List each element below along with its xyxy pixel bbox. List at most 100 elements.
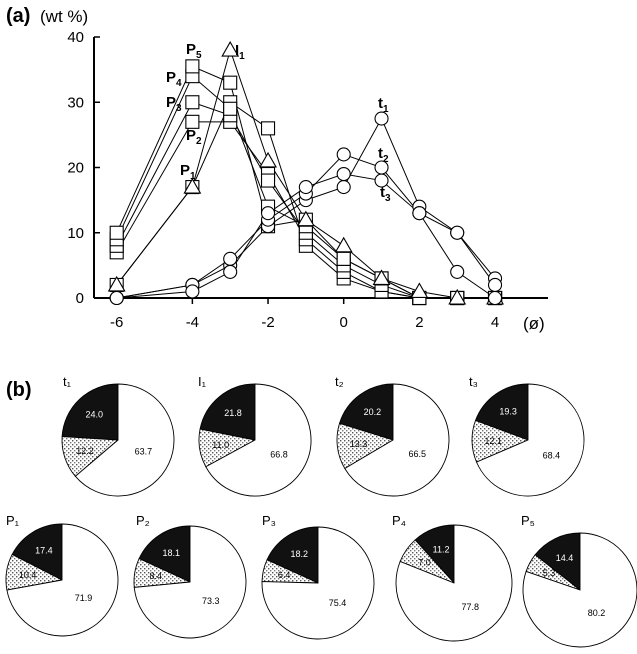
x-tick-label: 2 bbox=[415, 314, 423, 331]
y-unit-label: (wt %) bbox=[40, 7, 88, 26]
series-label-t2: t2 bbox=[378, 145, 389, 165]
data-point-t1 bbox=[336, 180, 351, 195]
series-t1 bbox=[116, 117, 496, 299]
data-point-P3 bbox=[260, 173, 276, 188]
series-t3 bbox=[116, 173, 496, 299]
pie-title: P₅ bbox=[521, 513, 535, 528]
pie-charts: 24.0 12.2 63.7 t₁ 21.8 11.0 66.8 I₁ 20.2 13.3 66.5… bbox=[5, 374, 637, 648]
data-point-t2 bbox=[450, 225, 465, 240]
series-label-P2: P2 bbox=[186, 127, 202, 147]
data-point-t3 bbox=[374, 173, 389, 188]
x-tick-label: 4 bbox=[491, 314, 499, 331]
pie-slice-label: 11.0 bbox=[212, 440, 229, 450]
data-point-t2 bbox=[336, 147, 351, 162]
pie-slice bbox=[474, 383, 529, 441]
pie-chart: 14.45.3 80.2 P₅ bbox=[521, 513, 637, 648]
line-chart-series bbox=[107, 40, 504, 306]
pie-slice-label: 80.2 bbox=[588, 608, 606, 618]
data-point-P5 bbox=[336, 251, 351, 266]
y-tick-label: 40 bbox=[67, 29, 84, 46]
series-markers-t1 bbox=[109, 111, 503, 306]
pie-slice-label: 10.4 bbox=[19, 570, 37, 580]
y-tick-label: 0 bbox=[76, 290, 84, 307]
data-point-P5 bbox=[185, 59, 200, 74]
series-label-I1: I1 bbox=[235, 42, 245, 62]
pie-slice-label: 71.9 bbox=[75, 593, 93, 603]
series-line-t3 bbox=[116, 173, 496, 299]
data-point-t3 bbox=[336, 166, 351, 182]
data-point-t3 bbox=[223, 264, 238, 279]
pie-slice-label: 77.8 bbox=[462, 602, 480, 612]
pie-chart: 20.2 13.3 66.5 t₂ bbox=[335, 374, 450, 497]
pie-chart: 18.2 6.4 75.4 P₃ bbox=[261, 513, 375, 640]
series-label-P3: P3 bbox=[166, 94, 182, 114]
pie-slice-label: 5.3 bbox=[543, 568, 556, 578]
x-tick-label: 0 bbox=[340, 314, 348, 331]
pie-title: t₃ bbox=[469, 374, 478, 389]
pie-slice bbox=[395, 524, 513, 642]
pie-slice-label: 66.5 bbox=[409, 449, 427, 459]
pie-chart: 11.27.0 77.8 P₄ bbox=[392, 513, 513, 642]
pie-slice bbox=[133, 525, 247, 639]
data-point-t3 bbox=[298, 180, 313, 195]
pie-slice bbox=[205, 383, 312, 497]
pie-slice-label: 19.3 bbox=[499, 406, 517, 416]
data-point-I1 bbox=[448, 288, 467, 305]
data-point-P4 bbox=[223, 101, 238, 116]
data-point-I1 bbox=[296, 210, 315, 227]
pie-slice-label: 6.4 bbox=[278, 570, 291, 580]
series-P5 bbox=[116, 65, 496, 299]
data-point-I1 bbox=[259, 151, 277, 168]
data-point-I1 bbox=[372, 269, 391, 285]
pie-slice-label: 12.1 bbox=[485, 436, 503, 446]
pie-chart: 19.3 12.1 68.4 t₃ bbox=[469, 374, 585, 497]
pie-slice bbox=[522, 532, 637, 648]
panel-b-label: (b) bbox=[6, 379, 32, 401]
pie-chart: 24.0 12.2 63.7 t₁ bbox=[61, 374, 175, 497]
data-point-P2 bbox=[185, 114, 200, 129]
pie-slice-label: 14.4 bbox=[556, 553, 574, 563]
data-point-P1 bbox=[260, 121, 276, 136]
pie-slice bbox=[199, 383, 256, 441]
data-point-t3 bbox=[412, 206, 427, 221]
pie-title: t₂ bbox=[335, 374, 344, 389]
pie-slice-label: 17.4 bbox=[35, 545, 53, 555]
pie-slice bbox=[475, 383, 585, 497]
y-tick-label: 30 bbox=[67, 94, 84, 111]
data-point-t1 bbox=[374, 111, 389, 126]
pie-slice bbox=[6, 523, 119, 637]
data-point-t3 bbox=[450, 264, 465, 279]
data-point-I1 bbox=[221, 40, 240, 57]
pie-slice-label: 12.2 bbox=[76, 446, 94, 456]
pie-slice-label: 20.2 bbox=[364, 407, 382, 417]
pie-slice-label: 24.0 bbox=[85, 410, 103, 420]
data-point-I1 bbox=[410, 282, 429, 299]
series-line-t1 bbox=[116, 117, 496, 299]
pie-title: P₃ bbox=[262, 513, 276, 528]
data-point-t3 bbox=[185, 284, 200, 299]
pie-slice bbox=[344, 383, 450, 497]
panel-a-label: (a) bbox=[6, 5, 30, 27]
series-label-t1: t1 bbox=[378, 95, 389, 115]
series-line-t2 bbox=[116, 153, 496, 299]
pie-slice bbox=[61, 383, 119, 441]
series-P2 bbox=[116, 121, 496, 299]
pie-slice bbox=[261, 526, 375, 640]
series-label-P1: P1 bbox=[180, 162, 196, 182]
series-line-P5 bbox=[116, 65, 496, 299]
pie-slice-label: 8.4 bbox=[150, 571, 163, 581]
pie-slice-label: 66.8 bbox=[270, 449, 288, 459]
pie-slice-label: 18.1 bbox=[163, 548, 181, 558]
y-tick-label: 20 bbox=[67, 160, 84, 177]
pie-title: I₁ bbox=[198, 374, 207, 389]
pie-title: t₁ bbox=[63, 374, 72, 389]
pie-slice bbox=[74, 383, 175, 497]
pie-chart: 17.4 10.4 71.9 P₁ bbox=[5, 513, 119, 637]
pie-slice-label: 73.3 bbox=[202, 596, 220, 606]
pie-chart: 21.8 11.0 66.8 I₁ bbox=[198, 374, 312, 497]
data-point-t2 bbox=[223, 251, 238, 266]
pie-chart: 18.1 8.4 73.3 P₂ bbox=[133, 513, 247, 639]
series-t2 bbox=[116, 153, 496, 299]
